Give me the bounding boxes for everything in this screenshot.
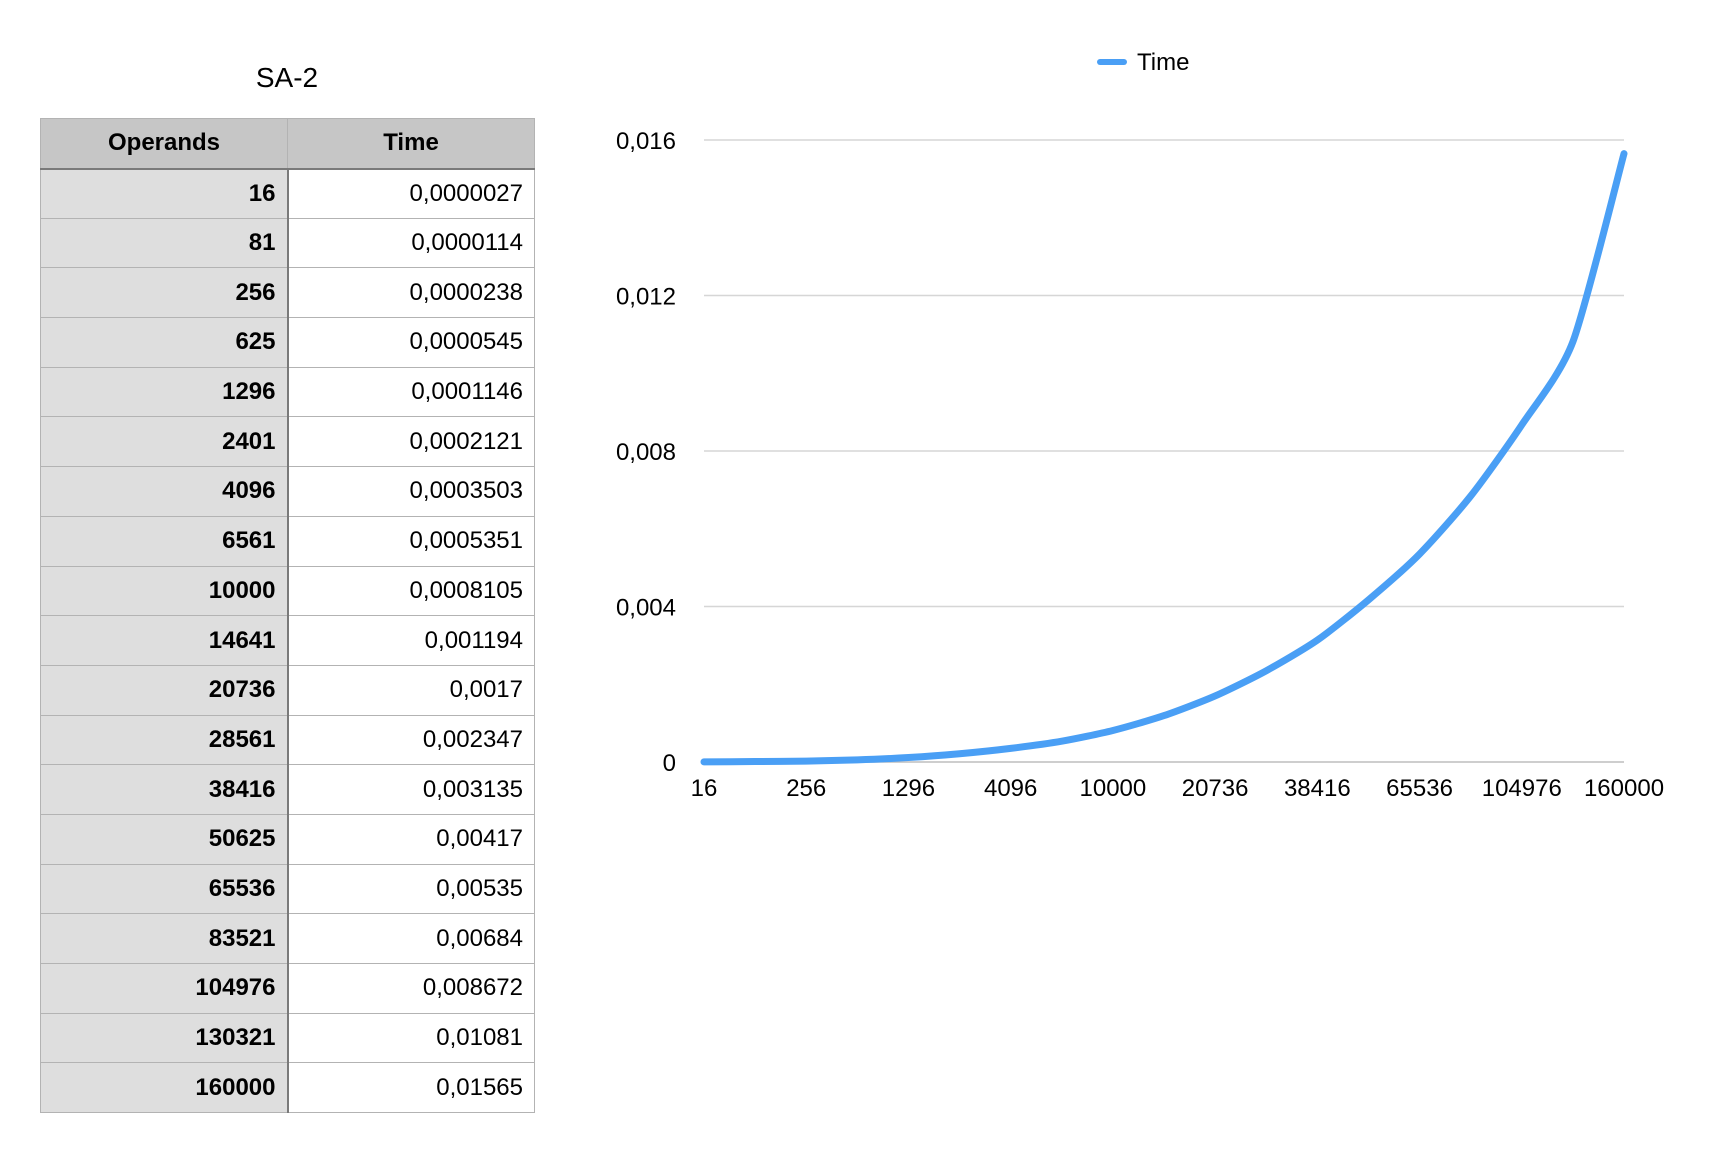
legend: Time [1097, 49, 1189, 76]
time-cell: 0,0017 [287, 664, 535, 716]
time-cell: 0,00535 [287, 863, 535, 915]
table-row: 50625 0,00417 [40, 813, 535, 865]
table-row: 28561 0,002347 [40, 714, 535, 766]
y-tick-label: 0,016 [616, 128, 676, 155]
table-row: 14641 0,001194 [40, 615, 535, 666]
table-row: 130321 0,01081 [40, 1012, 535, 1064]
operands-cell: 2401 [40, 416, 289, 468]
operands-cell: 83521 [40, 913, 289, 964]
table-title: SA-2 [255, 62, 319, 93]
y-axis-ticks: 0 0,004 0,008 0,012 0,016 [616, 128, 676, 777]
table-row: 10000 0,0008105 [40, 565, 535, 617]
x-tick-label: 1296 [882, 775, 935, 802]
operands-cell: 130321 [40, 1012, 289, 1064]
time-cell: 0,00684 [287, 913, 535, 964]
time-cell: 0,0001146 [287, 366, 535, 418]
operands-cell: 625 [40, 317, 289, 368]
operands-cell: 20736 [40, 664, 289, 716]
legend-label-time: Time [1137, 49, 1189, 76]
time-cell: 0,008672 [287, 963, 535, 1014]
y-tick-label: 0,004 [616, 595, 676, 622]
operands-cell: 81 [40, 217, 289, 269]
time-cell: 0,0000027 [287, 168, 535, 219]
x-tick-label: 20736 [1182, 775, 1249, 802]
time-cell: 0,002347 [287, 714, 535, 766]
operands-cell: 65536 [40, 863, 289, 915]
x-axis-ticks: 16 256 1296 4096 10000 20736 38416 65536 104976 1… [691, 775, 1664, 802]
x-tick-label: 38416 [1284, 775, 1351, 802]
x-tick-label: 256 [786, 775, 826, 802]
x-tick-label: 16 [691, 775, 718, 802]
column-header-operands: Operands [40, 118, 288, 170]
time-cell: 0,001194 [287, 615, 535, 666]
operands-cell: 10000 [40, 565, 289, 617]
table-row: 160000 0,01565 [40, 1062, 535, 1114]
series-line-time [700, 150, 1628, 766]
time-cell: 0,01081 [287, 1012, 535, 1064]
table-row: 104976 0,008672 [40, 963, 535, 1014]
x-tick-label: 4096 [984, 775, 1037, 802]
x-tick-label: 65536 [1386, 775, 1453, 802]
table-row: 6561 0,0005351 [40, 515, 535, 567]
time-cell: 0,0000545 [287, 317, 535, 368]
time-cell: 0,0008105 [287, 565, 535, 617]
table-row: 1296 0,0001146 [40, 366, 535, 418]
operands-cell: 1296 [40, 366, 289, 418]
y-tick-label: 0 [663, 750, 676, 777]
operands-cell: 38416 [40, 764, 289, 815]
table-row: 256 0,0000238 [40, 267, 535, 319]
data-table: Operands Time 16 0,0000027 81 0,0000114 256 0… [40, 118, 535, 1114]
operands-cell: 6561 [40, 515, 289, 567]
time-cell: 0,0005351 [287, 515, 535, 567]
grid-lines [704, 139, 1624, 763]
time-cell: 0,0000114 [287, 217, 535, 269]
x-tick-label: 104976 [1482, 775, 1562, 802]
table-row: 38416 0,003135 [40, 764, 535, 815]
y-tick-label: 0,008 [616, 439, 676, 466]
x-tick-label: 160000 [1584, 775, 1664, 802]
operands-cell: 160000 [40, 1062, 289, 1114]
table-row: 83521 0,00684 [40, 913, 535, 964]
table-body: 16 0,0000027 81 0,0000114 256 0,0000238 625 0,0… [40, 168, 535, 1114]
operands-cell: 104976 [40, 963, 289, 1014]
operands-cell: 256 [40, 267, 289, 319]
table-row: 16 0,0000027 [40, 168, 535, 219]
table-row: 20736 0,0017 [40, 664, 535, 716]
operands-cell: 16 [40, 168, 289, 219]
time-cell: 0,01565 [287, 1062, 535, 1114]
y-tick-label: 0,012 [616, 284, 676, 311]
operands-cell: 50625 [40, 813, 289, 865]
column-header-time: Time [287, 118, 535, 170]
table-row: 625 0,0000545 [40, 317, 535, 368]
time-cell: 0,00417 [287, 813, 535, 865]
table-row: 81 0,0000114 [40, 217, 535, 269]
operands-cell: 28561 [40, 714, 289, 766]
x-tick-label: 10000 [1080, 775, 1147, 802]
operands-cell: 4096 [40, 466, 289, 517]
table-header-row: Operands Time [40, 118, 535, 170]
table-row: 65536 0,00535 [40, 863, 535, 915]
